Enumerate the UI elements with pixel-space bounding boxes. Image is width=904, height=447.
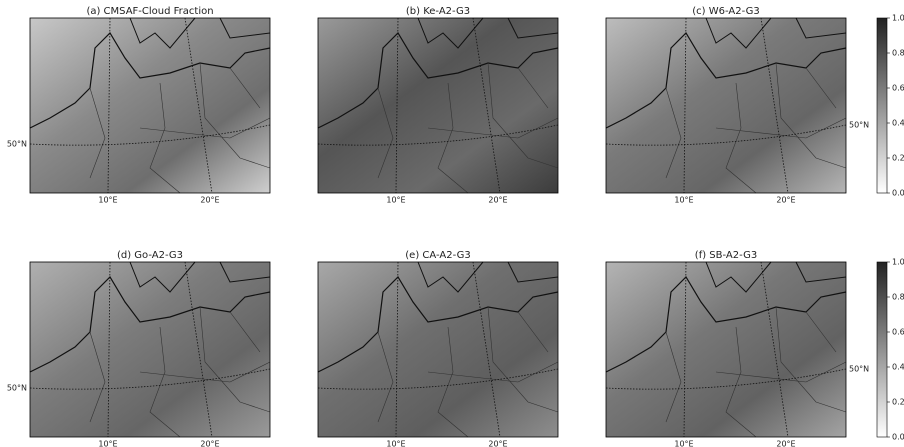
colorbar-tick-label: 0.4 [892,119,904,128]
colorbar-tick-label: 1.0 [892,14,904,23]
figure: (a) CMSAF-Cloud Fraction 10°E 20°E 50°N (b) … [0,0,904,447]
lat-label: 50°N [849,365,869,374]
colorbar-tick-label: 0.0 [892,189,904,198]
panel-title: (d) Go-A2-G3 [117,250,183,261]
colorbar [877,262,887,437]
lon-label: 20°E [776,196,795,205]
page: (a) CMSAF-Cloud Fraction 10°E 20°E 50°N (b) … [0,0,904,447]
map-field [318,18,558,193]
panel-title: (a) CMSAF-Cloud Fraction [86,6,213,17]
lat-label: 50°N [7,140,27,149]
map-field [606,262,846,437]
panel-title: (e) CA-A2-G3 [405,250,470,261]
colorbar-tick-label: 0.2 [892,398,904,407]
lat-label: 50°N [849,121,869,130]
lon-label: 20°E [200,440,219,447]
map-field [30,262,270,437]
lon-label: 10°E [386,196,405,205]
colorbar-tick-label: 1.0 [892,258,904,267]
colorbar [877,18,887,193]
panel-title: (f) SB-A2-G3 [695,250,757,261]
lon-label: 20°E [488,440,507,447]
colorbar-tick-label: 0.6 [892,328,904,337]
lon-label: 10°E [98,440,117,447]
panel-title: (c) W6-A2-G3 [692,6,759,17]
map-field [318,262,558,437]
lon-label: 10°E [98,196,117,205]
colorbar-tick-label: 0.0 [892,433,904,442]
colorbar-tick-label: 0.2 [892,154,904,163]
map-field [30,18,270,193]
lon-label: 10°E [674,440,693,447]
colorbar-tick-label: 0.4 [892,363,904,372]
lat-label: 50°N [7,384,27,393]
colorbar-tick-label: 0.6 [892,84,904,93]
lon-label: 10°E [674,196,693,205]
colorbar-tick-label: 0.8 [892,49,904,58]
lon-label: 20°E [776,440,795,447]
colorbar-tick-label: 0.8 [892,293,904,302]
lon-label: 20°E [200,196,219,205]
lon-label: 20°E [488,196,507,205]
map-field [606,18,846,193]
lon-label: 10°E [386,440,405,447]
panel-title: (b) Ke-A2-G3 [406,6,470,17]
